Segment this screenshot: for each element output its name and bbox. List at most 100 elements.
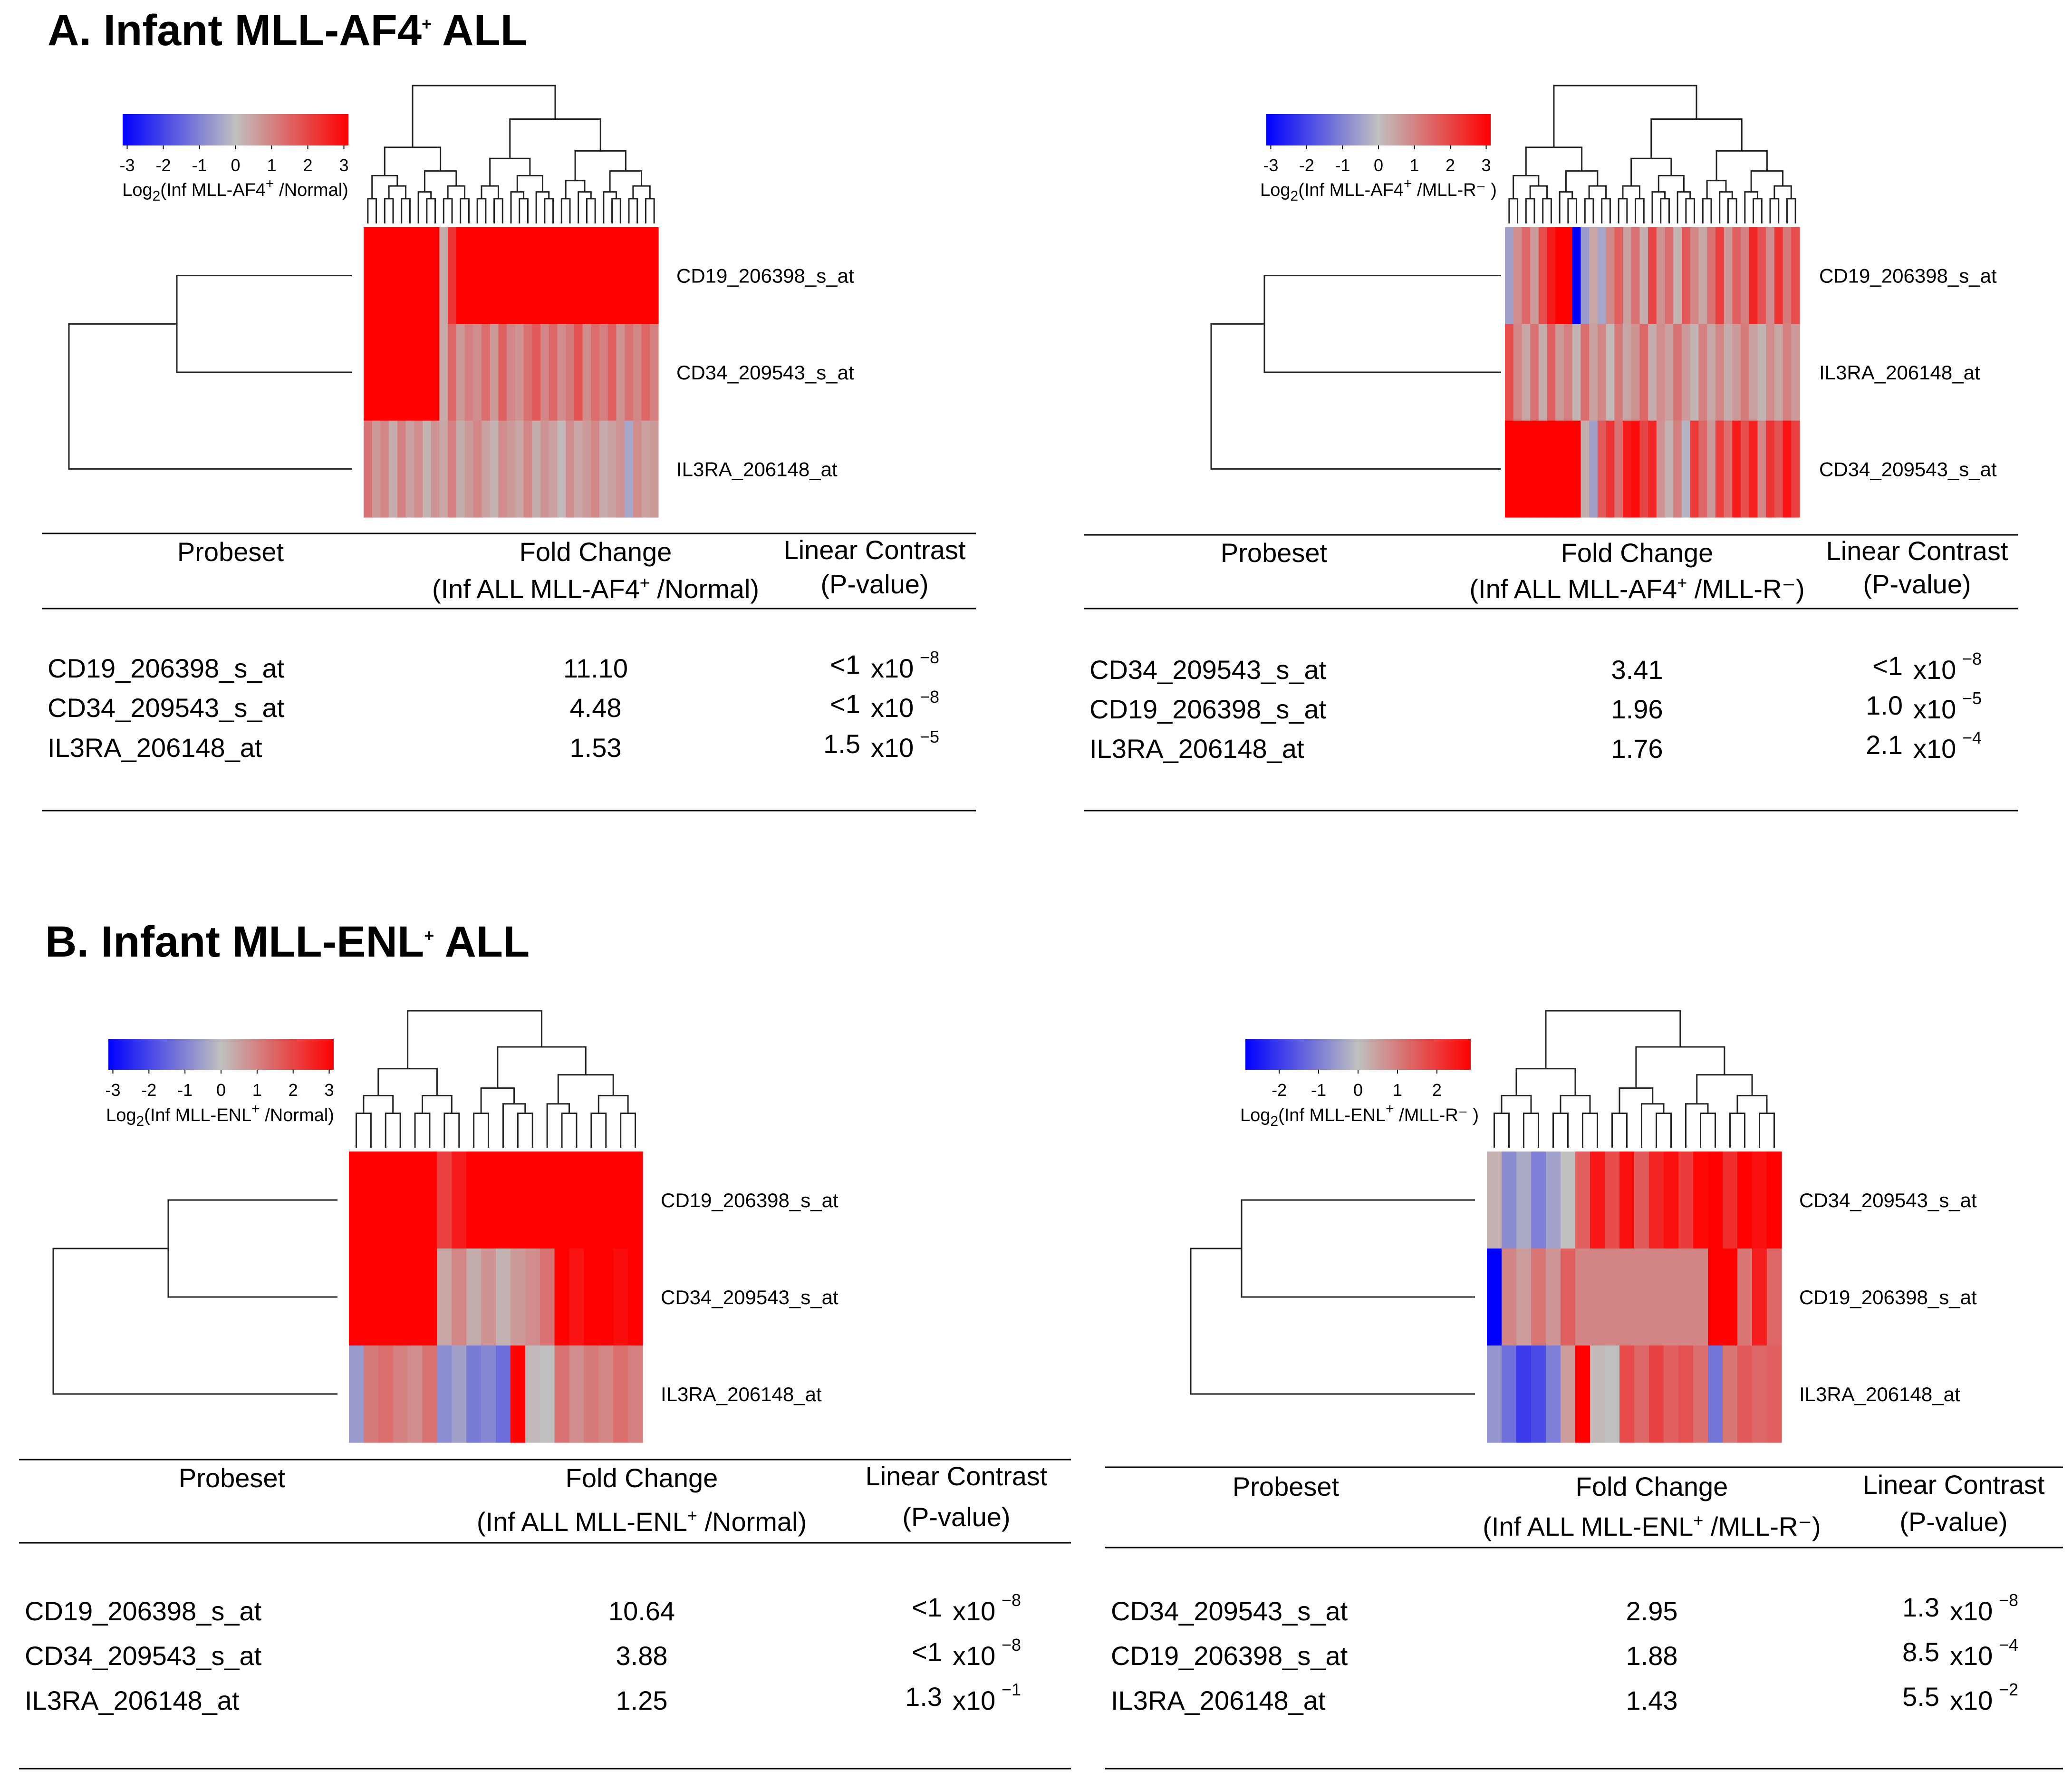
heatmap-cell (1522, 420, 1531, 518)
heatmap-cell (1564, 324, 1573, 421)
section-b-title: B. Infant MLL-ENL+ ALL (45, 918, 530, 966)
dendrogram-link (1553, 85, 1697, 147)
heatmap-cell (393, 1249, 408, 1346)
panel-a-left: CD19_206398_s_at CD34_209543_s_at IL3RA_20… (42, 85, 976, 812)
heatmap-cell (481, 1345, 496, 1443)
dendrogram-link (1635, 198, 1645, 223)
heatmap-cell (473, 324, 482, 421)
heatmap-cell (574, 324, 583, 421)
dendrogram-link (1706, 180, 1727, 199)
dendrogram-link (628, 198, 638, 223)
cell-p-mantissa: <1 (912, 1637, 942, 1667)
cell-fold-change: 3.41 (1611, 655, 1663, 685)
heatmap-cell (1619, 1345, 1635, 1443)
heatmap-cell (1634, 1249, 1649, 1346)
cell-p-exponent: −5 (1962, 688, 1982, 708)
heatmap-cell (1774, 324, 1783, 421)
dendrogram-link (1601, 198, 1611, 223)
dendrogram-link (443, 198, 453, 223)
cell-fold-change: 1.43 (1626, 1685, 1678, 1715)
heatmap-cell (1664, 1249, 1679, 1346)
dendrogram-link (367, 198, 377, 223)
heatmap-cell (372, 324, 381, 421)
heatmap-cell (599, 420, 608, 518)
cell-p-exponent: −8 (920, 687, 939, 707)
heatmap-cell (466, 1345, 482, 1443)
cell-p-exponent: −5 (920, 727, 939, 746)
cell-probeset: IL3RA_206148_at (1111, 1685, 1326, 1715)
colorbar-tick-label: -1 (1311, 1080, 1326, 1100)
heatmap-cell (448, 324, 457, 421)
colorbar-tick-label: -2 (1272, 1080, 1287, 1100)
dendrogram-link (1567, 198, 1578, 223)
header-fold-change: Fold Change (1561, 538, 1714, 568)
heatmap-cell (397, 227, 406, 324)
heatmap-cell (452, 1249, 467, 1346)
dendrogram-link (407, 1010, 543, 1069)
dendrogram-link (460, 198, 470, 223)
results-table: Probeset Fold Change Linear Contrast(P-val… (1084, 534, 2018, 812)
heatmap-cell (1791, 227, 1800, 324)
heatmap-cell (397, 420, 406, 518)
heatmap-cell (380, 324, 389, 421)
heatmap-cell (1639, 227, 1648, 324)
dendrogram-link (1651, 191, 1666, 223)
cell-fold-change: 1.96 (1611, 694, 1663, 724)
heatmap-cell (1698, 324, 1707, 421)
colorbar (1266, 114, 1491, 145)
heatmap-cell (1487, 1249, 1502, 1346)
heatmap-cell (1707, 227, 1716, 324)
heatmap-cell (1639, 324, 1648, 421)
heatmap-cell (481, 1249, 496, 1346)
dendrogram-link (565, 180, 586, 199)
heatmap-cell (1581, 227, 1590, 324)
header-fold-change-sub-pre: (Inf ALL MLL-ENL (477, 1507, 687, 1537)
heatmap-cell (1752, 1152, 1767, 1249)
heatmap-cell (549, 227, 558, 324)
colorbar (108, 1039, 334, 1070)
results-table: Probeset Fold Change Linear Contrast(P-val… (1105, 1466, 2063, 1770)
heatmap-cell (1590, 1345, 1605, 1443)
heatmap-cell (423, 227, 432, 324)
heatmap-cell (380, 227, 389, 324)
cell-p-mantissa: 1.3 (905, 1682, 942, 1712)
heatmap-cell (1606, 324, 1615, 421)
heatmap-cell (633, 420, 642, 518)
heatmap-cell (1623, 324, 1632, 421)
dendrogram-link (560, 198, 571, 223)
heatmap-cell (363, 1152, 379, 1249)
dendrogram-link (417, 191, 432, 223)
colorbar (123, 114, 348, 145)
header-pvalue: (P-value) (820, 569, 928, 599)
heatmap-cell (1538, 324, 1548, 421)
heatmap-cell (1698, 420, 1707, 518)
heatmap-cell (598, 1249, 614, 1346)
heatmap-cell (1648, 420, 1657, 518)
dendrogram-link (609, 170, 643, 192)
cell-p-exponent: −8 (920, 648, 939, 667)
cell-p-base: x10 (871, 693, 914, 723)
cell-p-exponent: −8 (1002, 1590, 1021, 1610)
colorbar-label-post: /MLL-R⁻ ) (1412, 180, 1496, 200)
heatmap-cell (1783, 227, 1792, 324)
heatmap-cell (422, 1249, 437, 1346)
cell-fold-change: 3.88 (616, 1641, 668, 1671)
row-dendrogram-root (1210, 323, 1501, 470)
heatmap-cell (1589, 227, 1598, 324)
cell-p-mantissa: <1 (912, 1592, 942, 1622)
heatmap-cell (1639, 420, 1648, 518)
heatmap-cell (616, 420, 625, 518)
heatmap-cell (448, 227, 457, 324)
heatmap-cell (466, 1152, 482, 1249)
colorbar-tick-label: -3 (105, 1080, 120, 1100)
heatmap-cell (490, 420, 499, 518)
colorbar-tick-label: -3 (119, 155, 135, 175)
dendrogram-link (1641, 1103, 1665, 1148)
heatmap-cell (372, 227, 381, 324)
heatmap-cell (607, 420, 617, 518)
dendrogram-link (1582, 1113, 1598, 1148)
dendrogram-link (535, 191, 550, 223)
colorbar-tick-label: 0 (216, 1080, 226, 1100)
heatmap-cell (389, 324, 398, 421)
heatmap-cell (1547, 324, 1556, 421)
